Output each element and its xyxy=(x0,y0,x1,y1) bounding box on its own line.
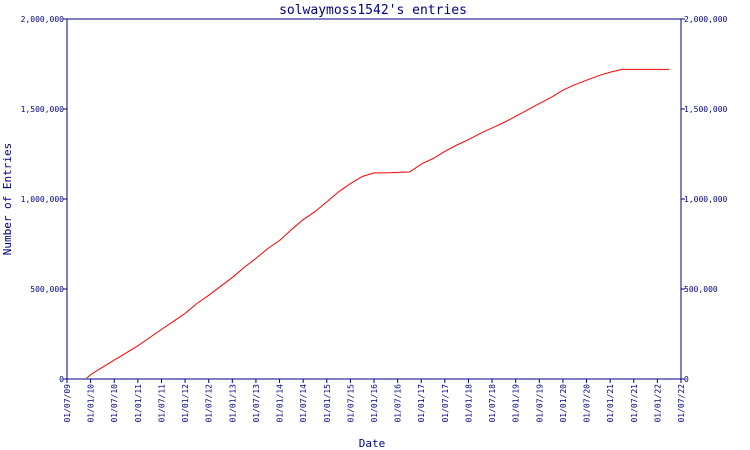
x-tick-label: 01/07/14 xyxy=(299,384,308,423)
x-tick-label: 01/01/14 xyxy=(276,384,285,423)
y-tick-label-left: 1,000,000 xyxy=(21,195,65,204)
x-tick-label: 01/01/10 xyxy=(87,384,96,423)
x-tick-label: 01/07/20 xyxy=(583,384,592,423)
y-tick-label-right: 500,000 xyxy=(684,285,718,294)
y-tick-label-left: 0 xyxy=(59,375,64,384)
y-tick-label-right: 1,000,000 xyxy=(684,195,728,204)
x-tick-label: 01/07/18 xyxy=(488,384,497,423)
x-tick-label: 01/07/21 xyxy=(630,384,639,423)
x-tick-label: 01/01/20 xyxy=(559,384,568,423)
x-tick-label: 01/01/21 xyxy=(606,384,615,423)
x-tick-label: 01/01/19 xyxy=(512,384,521,423)
x-tick-label: 01/01/12 xyxy=(181,384,190,423)
x-tick-label: 01/07/09 xyxy=(63,384,72,423)
x-axis-title: Date xyxy=(359,437,386,450)
x-tick-label: 01/07/19 xyxy=(535,384,544,423)
y-axis-ticks: 0 0 500,000 500,000 1,000,000 1,000,000 1,500,… xyxy=(21,15,728,384)
x-tick-label: 01/01/22 xyxy=(653,384,662,423)
x-tick-label: 01/01/18 xyxy=(464,384,473,423)
x-tick-label: 01/07/15 xyxy=(346,384,355,423)
series-layer xyxy=(86,68,670,379)
y-tick-label-left: 500,000 xyxy=(30,285,64,294)
y-tick-label-left: 1,500,000 xyxy=(21,105,65,114)
y-tick-label-right: 1,500,000 xyxy=(684,105,728,114)
x-tick-label: 01/07/12 xyxy=(205,384,214,423)
x-tick-label: 01/07/16 xyxy=(394,384,403,423)
y-tick-label-right: 0 xyxy=(684,375,689,384)
x-tick-label: 01/07/13 xyxy=(252,384,261,423)
y-tick-label-left: 2,000,000 xyxy=(21,15,65,24)
x-tick-label: 01/01/11 xyxy=(134,384,143,423)
chart-title: solwaymoss1542's entries xyxy=(279,3,467,18)
x-tick-label: 01/01/17 xyxy=(417,384,426,423)
y-tick-label-right: 2,000,000 xyxy=(684,15,728,24)
x-axis-ticks: 01/07/09 01/01/10 01/07/10 01/01/11 01/07/11… xyxy=(63,379,686,423)
series-line xyxy=(86,68,670,379)
x-tick-label: 01/01/13 xyxy=(228,384,237,423)
x-tick-label: 01/07/11 xyxy=(157,384,166,423)
x-tick-label: 01/01/15 xyxy=(323,384,332,423)
x-tick-label: 01/07/17 xyxy=(441,384,450,423)
x-tick-label: 01/01/16 xyxy=(370,384,379,423)
y-axis-title: Number of Entries xyxy=(1,143,14,256)
x-tick-label: 01/07/22 xyxy=(677,384,686,423)
plot-frame xyxy=(66,18,682,380)
x-tick-label: 01/07/10 xyxy=(110,384,119,423)
